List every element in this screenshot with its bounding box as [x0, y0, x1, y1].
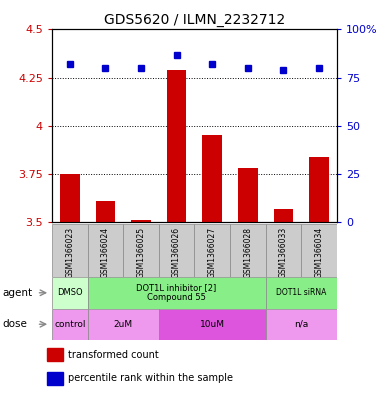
Text: GSM1366027: GSM1366027	[208, 227, 217, 278]
Text: n/a: n/a	[294, 320, 308, 329]
Bar	[274, 209, 293, 222]
Bar	[203, 135, 222, 222]
Text: agent: agent	[2, 288, 32, 298]
Bar	[238, 168, 258, 222]
Bar	[309, 156, 329, 222]
Text: DOT1L inhibitor [2]
Compound 55: DOT1L inhibitor [2] Compound 55	[137, 283, 217, 303]
Bar	[167, 70, 186, 222]
Bar	[95, 201, 115, 222]
Bar	[194, 224, 230, 277]
Title: GDS5620 / ILMN_2232712: GDS5620 / ILMN_2232712	[104, 13, 285, 27]
Bar	[159, 224, 194, 277]
Text: dose: dose	[2, 319, 27, 329]
Text: GSM1366033: GSM1366033	[279, 227, 288, 278]
Bar	[88, 309, 159, 340]
Bar	[301, 224, 337, 277]
Text: GSM1366025: GSM1366025	[137, 227, 146, 278]
Bar	[266, 309, 337, 340]
Text: DMSO: DMSO	[57, 288, 83, 297]
Bar	[52, 277, 88, 309]
Bar	[47, 372, 63, 384]
Bar	[266, 224, 301, 277]
Text: 10uM: 10uM	[200, 320, 225, 329]
Text: 2uM: 2uM	[114, 320, 133, 329]
Text: GSM1366024: GSM1366024	[101, 227, 110, 278]
Text: control: control	[54, 320, 85, 329]
Bar	[52, 224, 88, 277]
Bar	[88, 224, 123, 277]
Bar	[88, 277, 266, 309]
Bar	[266, 277, 337, 309]
Bar	[60, 174, 80, 222]
Bar	[123, 224, 159, 277]
Text: transformed count: transformed count	[68, 350, 159, 360]
Bar	[159, 309, 266, 340]
Bar	[131, 220, 151, 222]
Text: percentile rank within the sample: percentile rank within the sample	[68, 373, 233, 383]
Bar	[52, 309, 88, 340]
Text: GSM1366034: GSM1366034	[315, 227, 323, 278]
Text: GSM1366026: GSM1366026	[172, 227, 181, 278]
Bar	[230, 224, 266, 277]
Text: GSM1366023: GSM1366023	[65, 227, 74, 278]
Bar	[47, 348, 63, 361]
Text: GSM1366028: GSM1366028	[243, 227, 252, 278]
Text: DOT1L siRNA: DOT1L siRNA	[276, 288, 326, 297]
